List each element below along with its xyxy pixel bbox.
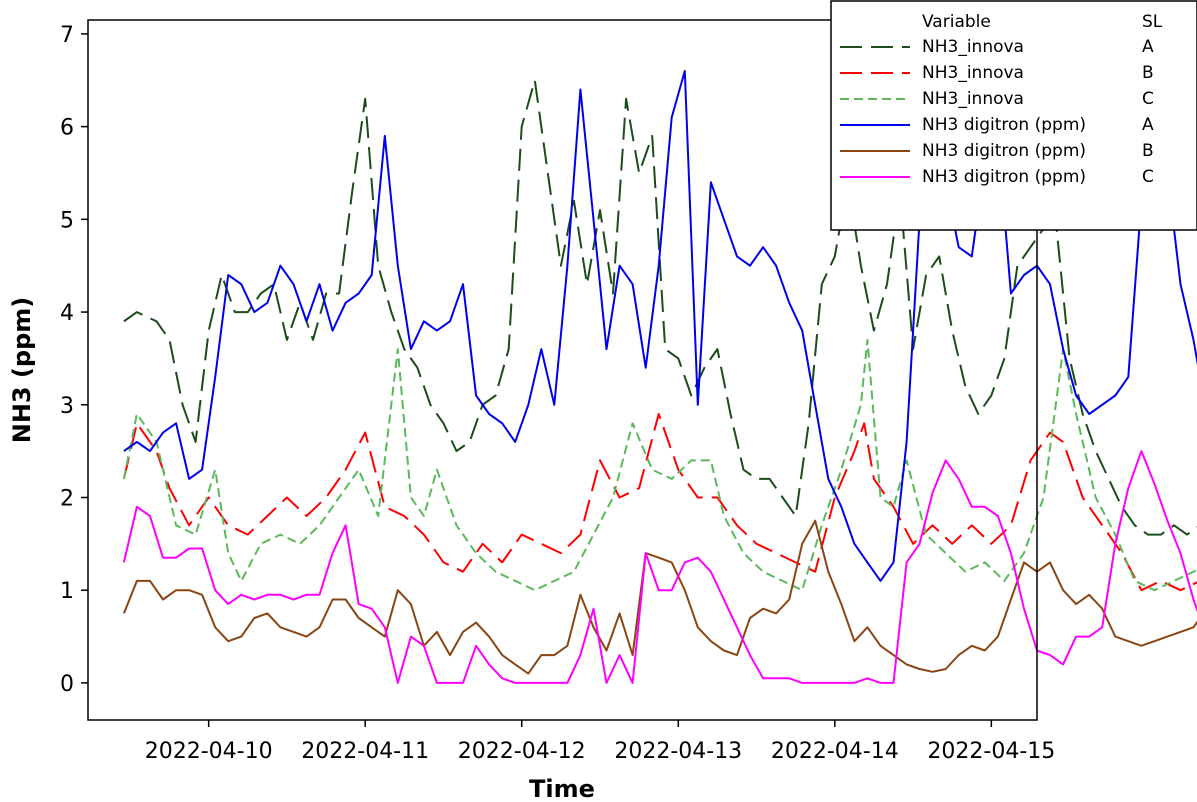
legend-box xyxy=(830,0,1197,231)
series-line-c xyxy=(122,338,1197,592)
y-tick-label: 5 xyxy=(60,208,74,233)
legend-label: NH3 digitron (ppm) xyxy=(922,115,1086,135)
series-line-a xyxy=(123,79,1197,536)
y-tick-label: 2 xyxy=(60,486,74,511)
legend-label: NH3_innova xyxy=(922,63,1024,83)
y-tick-label: 3 xyxy=(60,394,74,419)
legend-group: C xyxy=(1142,89,1154,109)
x-tick-label: 2022-04-10 xyxy=(145,739,273,764)
series-line-c xyxy=(122,450,1197,684)
legend-group: C xyxy=(1142,167,1154,187)
legend-label: NH3 digitron (ppm) xyxy=(922,141,1086,161)
legend-label: NH3_innova xyxy=(922,37,1024,57)
y-tick-label: 6 xyxy=(60,116,74,141)
legend-group: B xyxy=(1142,63,1154,83)
y-tick-label: 1 xyxy=(60,579,74,604)
x-tick-label: 2022-04-12 xyxy=(458,739,586,764)
series-line-b xyxy=(122,519,1197,675)
y-tick-label: 0 xyxy=(60,672,74,697)
x-tick-label: 2022-04-14 xyxy=(771,739,899,764)
series-line-b xyxy=(122,413,1197,592)
x-tick-label: 2022-04-13 xyxy=(614,739,742,764)
legend-group: B xyxy=(1142,141,1154,161)
x-axis-title: Time xyxy=(529,775,595,802)
x-tick-label: 2022-04-11 xyxy=(301,739,429,764)
legend-group: A xyxy=(1142,37,1154,57)
legend-label: NH3 digitron (ppm) xyxy=(922,167,1086,187)
x-axis-ticks: 2022-04-10 2022-04-11 2022-04-12 2022-04-13… xyxy=(145,720,1055,764)
legend-group: A xyxy=(1142,115,1154,135)
y-tick-label: 4 xyxy=(60,301,74,326)
x-tick-label: 2022-04-15 xyxy=(927,739,1055,764)
y-axis-ticks: 0 1 2 3 4 5 6 7 xyxy=(60,23,88,697)
legend-label: NH3_innova xyxy=(922,89,1024,109)
legend-header-sl: SL xyxy=(1142,12,1163,32)
legend-entries: NH3_innova A NH3_innova B NH3_innova C NH3 dig… xyxy=(840,37,1154,187)
y-tick-label: 7 xyxy=(60,23,74,48)
plot-frame xyxy=(87,19,1038,721)
legend-header-variable: Variable xyxy=(922,12,991,32)
y-axis-title: NH3 (ppm) xyxy=(8,297,36,444)
